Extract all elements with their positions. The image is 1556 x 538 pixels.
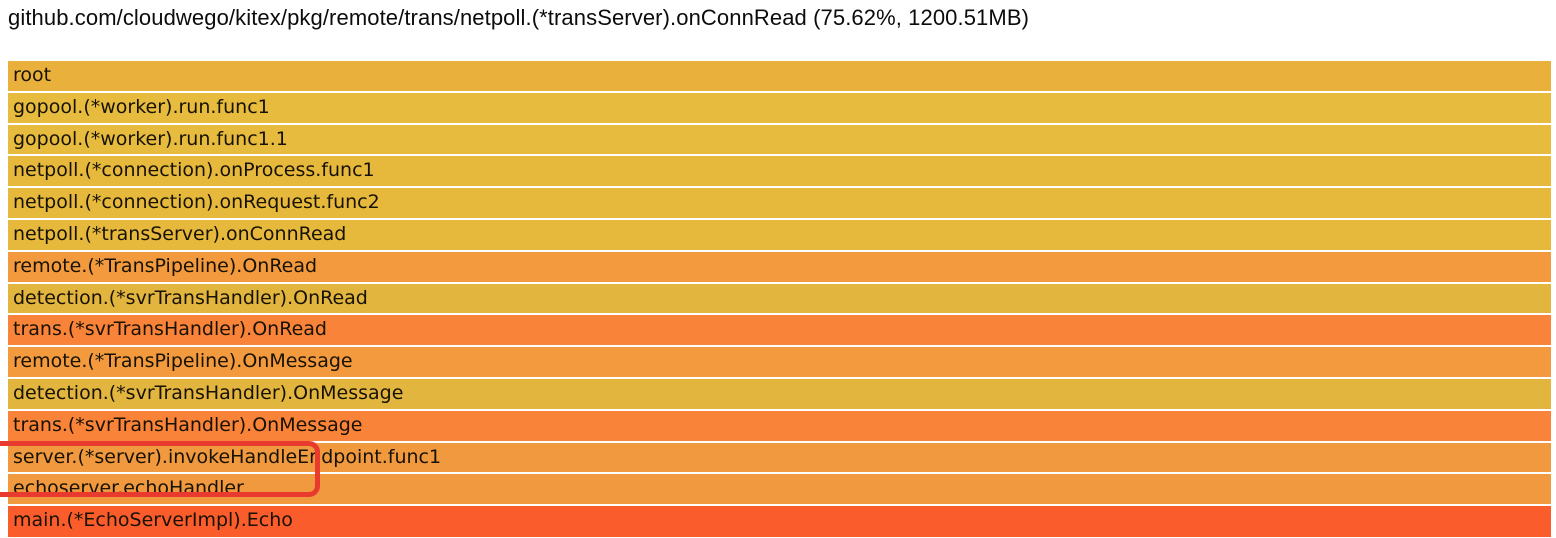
frame-label: detection.(*svrTransHandler).OnRead (13, 286, 368, 309)
flamegraph: root gopool.(*worker).run.func1 gopool.(… (8, 61, 1551, 538)
frame-label: echoserver.echoHandler (13, 477, 244, 500)
frame-label: gopool.(*worker).run.func1.1 (13, 127, 288, 150)
frame-bar-root[interactable]: root (8, 61, 1551, 91)
frame-label: detection.(*svrTransHandler).OnMessage (13, 381, 404, 404)
frame-label: trans.(*svrTransHandler).OnMessage (13, 413, 363, 436)
frame-bar-main-echo[interactable]: main.(*EchoServerImpl).Echo (8, 506, 1551, 538)
frame-label: netpoll.(*connection).onRequest.func2 (13, 191, 380, 214)
frame-label: main.(*EchoServerImpl).Echo (13, 509, 293, 532)
frame-label: remote.(*TransPipeline).OnRead (13, 254, 318, 277)
frame-label: gopool.(*worker).run.func1 (13, 95, 270, 118)
frame-label: root (13, 64, 52, 86)
frame-label: netpoll.(*transServer).onConnRead (13, 222, 347, 245)
frame-bar-gopool-run-func1[interactable]: gopool.(*worker).run.func1 (8, 92, 1551, 123)
frame-bar-detection-onmessage[interactable]: detection.(*svrTransHandler).OnMessage (8, 378, 1551, 409)
frame-label: netpoll.(*connection).onProcess.func1 (13, 159, 375, 182)
frame-bar-remote-onread[interactable]: remote.(*TransPipeline).OnRead (8, 251, 1551, 282)
frame-label: trans.(*svrTransHandler).OnRead (13, 318, 327, 341)
frame-bar-server-invokehandleendpoint[interactable]: server.(*server).invokeHandleEndpoint.fu… (8, 442, 1551, 473)
frame-bar-detection-onread[interactable]: detection.(*svrTransHandler).OnRead (8, 283, 1551, 314)
frame-bar-netpoll-onprocess[interactable]: netpoll.(*connection).onProcess.func1 (8, 156, 1551, 187)
frame-bar-netpoll-onrequest[interactable]: netpoll.(*connection).onRequest.func2 (8, 188, 1551, 218)
frame-bar-trans-onmessage[interactable]: trans.(*svrTransHandler).OnMessage (8, 410, 1551, 441)
frame-label: server.(*server).invokeHandleEndpoint.fu… (13, 445, 442, 468)
frame-label: remote.(*TransPipeline).OnMessage (13, 350, 353, 373)
frame-bar-echoserver-echohandler[interactable]: echoserver.echoHandler (8, 474, 1551, 505)
selected-frame-info: github.com/cloudwego/kitex/pkg/remote/tr… (8, 5, 1030, 30)
frame-bar-remote-onmessage[interactable]: remote.(*TransPipeline).OnMessage (8, 347, 1551, 377)
frame-bar-trans-onread[interactable]: trans.(*svrTransHandler).OnRead (8, 315, 1551, 346)
frame-bar-gopool-run-func1-1[interactable]: gopool.(*worker).run.func1.1 (8, 124, 1551, 155)
frame-bar-netpoll-onconnread[interactable]: netpoll.(*transServer).onConnRead (8, 219, 1551, 250)
